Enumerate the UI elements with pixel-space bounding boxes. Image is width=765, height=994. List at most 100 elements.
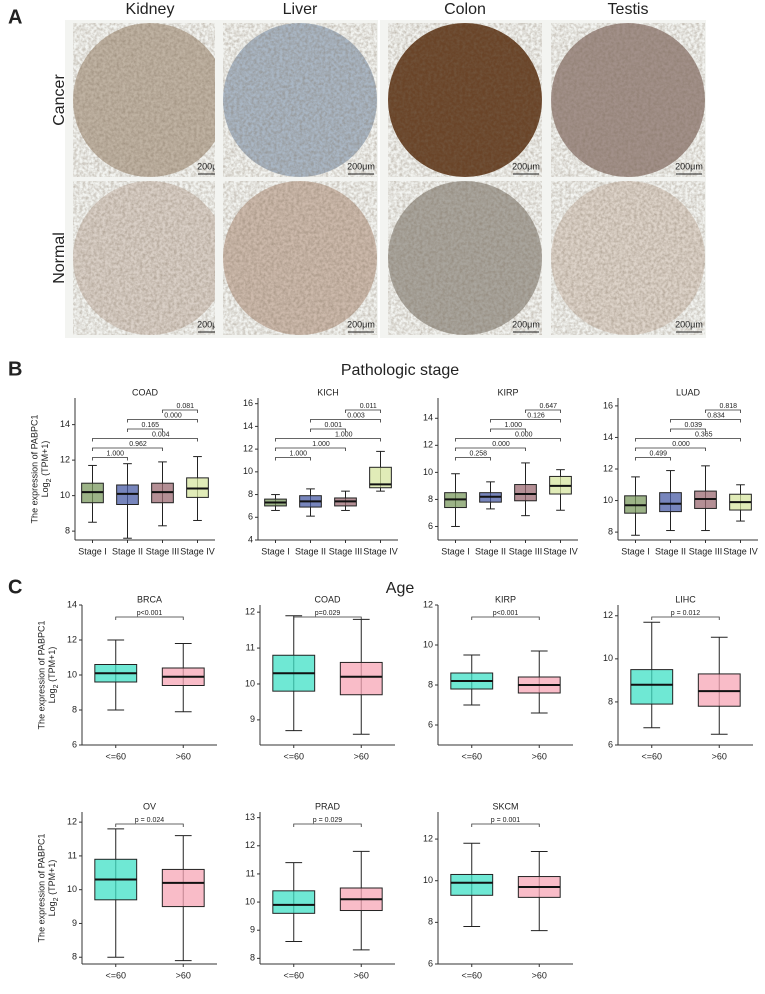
x-tick-label: >60 [532,970,547,980]
y-tick-label: 9 [250,714,255,724]
y-tick-label: 6 [608,739,613,749]
y-tick-label: 8 [250,953,255,963]
y-tick-label: 12 [245,607,255,617]
column-label: Colon [444,1,486,18]
x-tick-label: <=60 [283,970,304,980]
tissue-texture [73,181,227,335]
row-label: Cancer [51,74,68,126]
column-label: Kidney [126,1,175,18]
comparison-bracket [651,616,720,620]
comparison-bracket [92,447,163,451]
y-tick-label: 11 [68,850,77,860]
comparison-bracket [525,409,561,413]
y-tick-label: 10 [67,669,77,679]
p-value: p = 0.024 [135,817,164,824]
comparison-bracket [455,438,561,442]
chart-title: LUAD [676,387,701,397]
comparison-bracket [92,438,198,442]
tissue-texture [388,23,542,177]
tissue-texture [551,23,705,177]
x-tick-label: Stage I [621,546,650,556]
p-value: p<0.001 [137,610,163,617]
y-tick-label: 16 [603,400,613,410]
p-value: 0.000 [164,412,182,419]
comparison-bracket [162,409,198,413]
y-axis-label-part: (TPM+1) [40,441,50,479]
box [369,466,392,489]
p-value: p<0.001 [493,610,519,617]
y-tick-label: 12 [245,840,255,850]
comparison-bracket [635,438,741,442]
scale-bar-label: 200μm [347,319,375,329]
x-tick-label: Stage III [509,546,543,556]
y-tick-label: 12 [423,440,433,450]
p-value: 1.000 [504,422,522,429]
x-tick-label: Stage II [295,546,326,556]
x-tick-label: Stage IV [723,546,758,556]
y-axis-label: The expression of PABPC1 [36,834,46,943]
row-label: Normal [51,232,68,284]
scale-bar-label: 200μm [197,161,225,171]
y-tick-label: 12 [603,463,613,473]
y-tick-label: 14 [60,419,70,429]
y-tick-label: 10 [423,875,433,885]
tissue-texture [388,181,542,335]
p-value: 0.004 [152,431,170,438]
panel-label: B [8,358,22,380]
comparison-bracket [293,616,362,620]
box [450,873,494,896]
y-tick-label: 10 [603,495,613,505]
x-tick-label: <=60 [641,751,662,761]
tissue-texture [223,23,377,177]
p-value: 0.039 [684,422,702,429]
comparison-bracket [115,616,184,620]
box [339,661,383,696]
y-tick-label: 10 [60,490,70,500]
chart-title: COAD [314,594,341,604]
p-value: 0.000 [492,441,510,448]
p-value: 0.003 [347,412,365,419]
comparison-bracket [127,419,198,423]
x-tick-label: >60 [354,751,369,761]
x-tick-label: Stage II [475,546,506,556]
box [659,492,682,513]
y-axis-label: The expression of PABPC1 [29,415,39,524]
y-tick-label: 8 [608,696,613,706]
chart-title: BRCA [137,594,162,604]
box [697,673,741,707]
y-tick-label: 8 [248,489,253,499]
y-axis-label-part: Log [40,482,50,497]
y-tick-label: 9 [72,918,77,928]
y-tick-label: 12 [423,599,433,609]
y-tick-label: 12 [67,817,77,827]
comparison-bracket [115,823,184,827]
comparison-bracket [293,823,362,827]
scale-bar-label: 200μm [512,319,540,329]
comparison-bracket [635,447,706,451]
p-value: 0.499 [649,450,667,457]
y-tick-label: 8 [608,526,613,536]
comparison-bracket [127,428,163,432]
x-tick-label: Stage II [112,546,143,556]
y-axis-label: The expression of PABPC1 [36,621,46,730]
p-value: 0.818 [719,403,737,410]
x-tick-label: >60 [176,970,191,980]
y-tick-label: 10 [67,884,77,894]
y-tick-label: 8 [428,679,433,689]
y-axis-label: Log2 (TPM+1) [47,860,59,917]
scale-bar-label: 200μm [675,319,703,329]
x-tick-label: Stage I [261,546,290,556]
p-value: 0.647 [539,403,557,410]
section-title: Pathologic stage [341,362,459,379]
y-axis-label-part: (TPM+1) [47,860,57,898]
y-tick-label: 14 [603,432,613,442]
p-value: p = 0.001 [491,817,520,824]
comparison-bracket [92,457,128,461]
comparison-bracket [471,823,540,827]
x-tick-label: >60 [176,751,191,761]
scale-bar-label: 200μm [512,161,540,171]
y-tick-label: 10 [243,466,253,476]
y-tick-label: 12 [243,443,253,453]
x-tick-label: Stage IV [363,546,398,556]
